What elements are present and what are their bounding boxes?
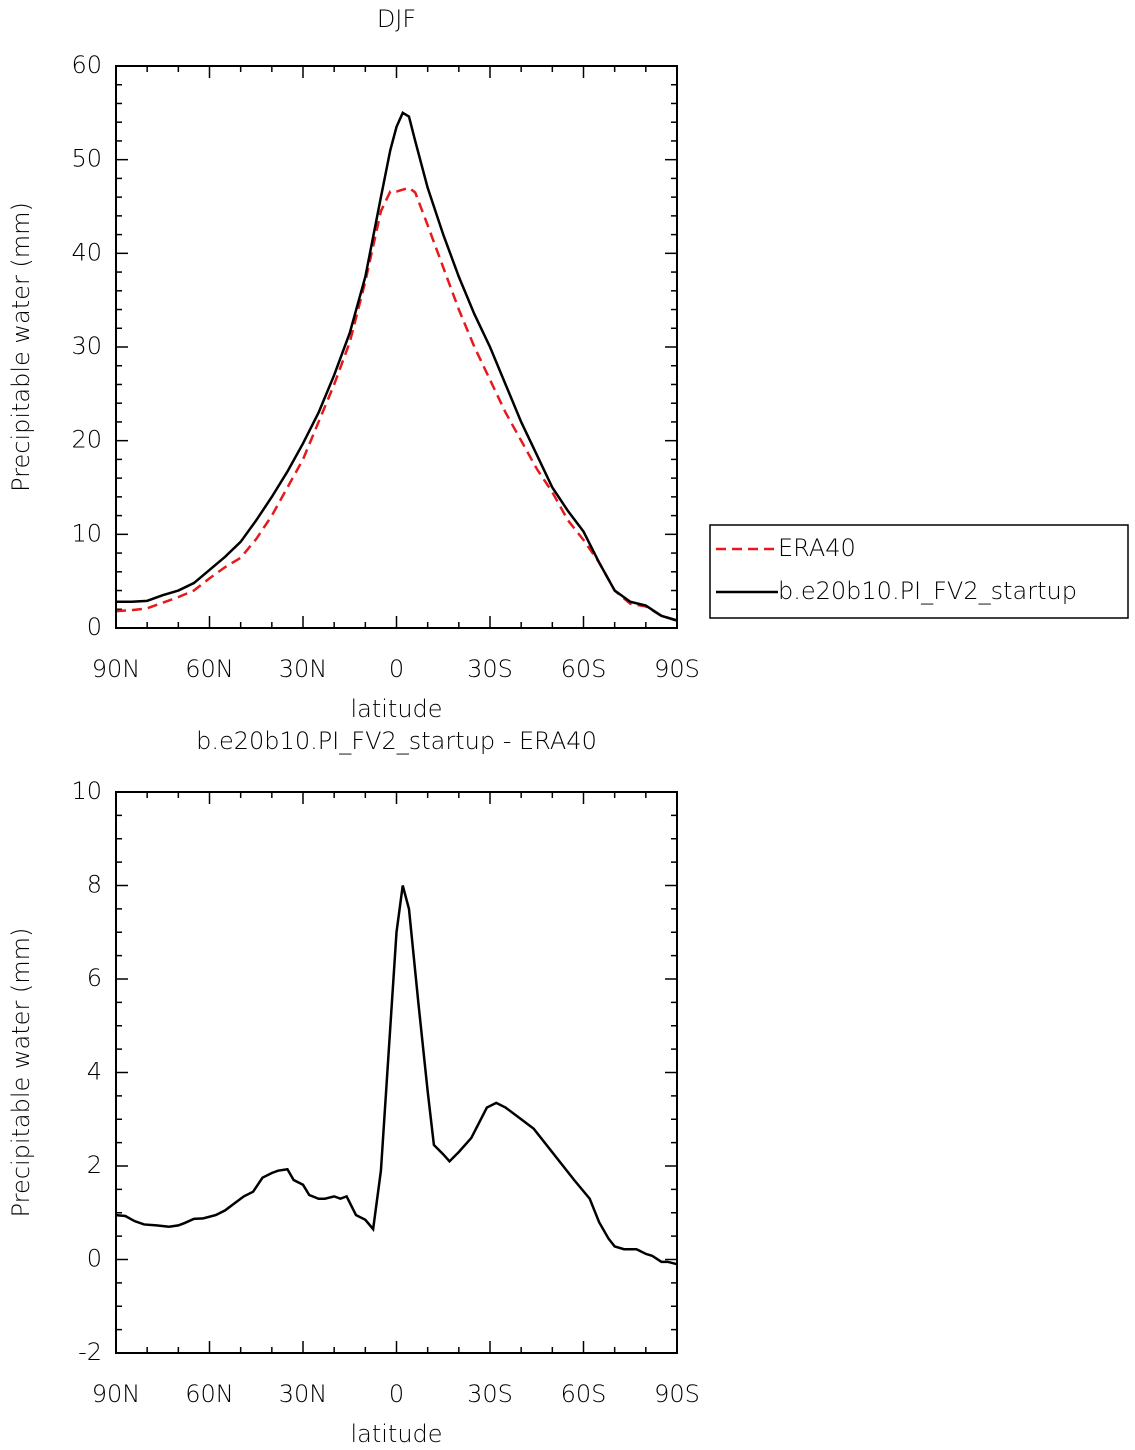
x-axis-label: latitude xyxy=(350,695,442,723)
y-tick-label: 2 xyxy=(87,1151,102,1179)
plot-frame xyxy=(115,791,678,1354)
y-tick-label: 0 xyxy=(87,613,102,641)
x-tick-label: 90S xyxy=(654,1380,700,1408)
x-tick-label: 90S xyxy=(654,655,700,683)
y-tick-label: 10 xyxy=(71,777,102,805)
legend-label: b.e20b10.PI_FV2_startup xyxy=(778,577,1077,605)
y-axis-label: Precipitable water (mm) xyxy=(7,202,35,492)
y-tick-label: 20 xyxy=(71,426,102,454)
y-tick-label: 30 xyxy=(71,332,102,360)
data-line xyxy=(116,111,678,622)
x-tick-label: 0 xyxy=(389,655,404,683)
chart-title: b.e20b10.PI_FV2_startup - ERA40 xyxy=(196,727,597,755)
y-axis-label: Precipitable water (mm) xyxy=(7,928,35,1218)
x-tick-label: 90N xyxy=(92,1380,141,1408)
y-tick-label: 40 xyxy=(71,238,102,266)
x-tick-label: 30S xyxy=(467,1380,513,1408)
x-tick-label: 60S xyxy=(561,655,607,683)
y-tick-label: 60 xyxy=(71,51,102,79)
x-tick-label: 60N xyxy=(185,1380,234,1408)
legend-box xyxy=(709,524,1129,619)
x-tick-label: 90N xyxy=(92,655,141,683)
x-tick-label: 30S xyxy=(467,655,513,683)
x-axis-label: latitude xyxy=(350,1420,442,1448)
x-tick-label: 60S xyxy=(561,1380,607,1408)
data-line xyxy=(115,186,678,622)
y-tick-label: 0 xyxy=(87,1245,102,1273)
y-tick-label: -2 xyxy=(78,1338,102,1366)
x-tick-label: 30N xyxy=(279,1380,328,1408)
y-tick-label: 6 xyxy=(87,964,102,992)
x-tick-label: 30N xyxy=(279,655,328,683)
y-tick-label: 8 xyxy=(87,871,102,899)
x-tick-label: 60N xyxy=(185,655,234,683)
y-tick-label: 50 xyxy=(71,145,102,173)
chart-title: DJF xyxy=(377,5,416,33)
y-tick-label: 10 xyxy=(71,519,102,547)
y-tick-label: 4 xyxy=(87,1058,102,1086)
legend-label: ERA40 xyxy=(778,534,856,562)
data-line xyxy=(115,885,678,1266)
x-tick-label: 0 xyxy=(389,1380,404,1408)
plot-frame xyxy=(115,65,678,629)
